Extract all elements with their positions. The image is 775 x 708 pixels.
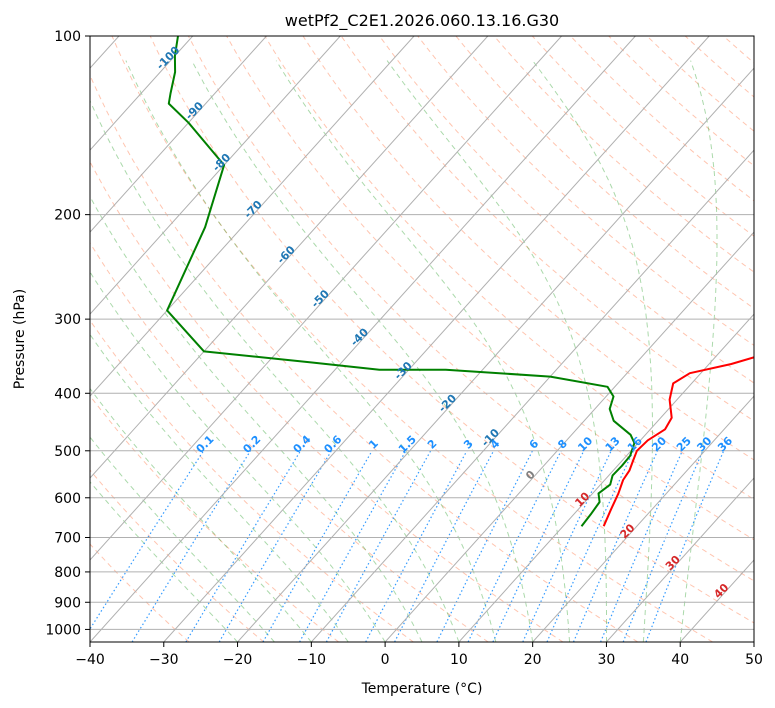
mixing-ratio-line	[365, 450, 468, 642]
moist-adiabat	[90, 387, 312, 642]
dry-adiabat	[90, 319, 414, 642]
isotherm-line	[237, 67, 754, 642]
mixing-ratio-line	[522, 450, 612, 642]
mixing-ratio-line	[299, 450, 407, 642]
dewpoint-line	[166, 36, 636, 527]
dry-adiabat	[187, 36, 754, 582]
grid-lines	[90, 36, 754, 642]
y-tick-label: 1000	[45, 622, 81, 638]
x-tick-label: 30	[598, 652, 616, 668]
mixing-ratio-line	[262, 450, 373, 642]
dry-adiabat	[264, 36, 754, 501]
dry-adiabat	[90, 395, 339, 642]
moist-adiabat	[90, 481, 238, 642]
x-tick-label: −30	[149, 652, 179, 668]
isotherm-line	[532, 395, 754, 642]
dry-adiabat	[90, 74, 639, 642]
dry-adiabat	[493, 36, 754, 273]
mixing-ratio-line	[325, 450, 432, 642]
mixing-ratio-line	[185, 450, 302, 642]
isotherm-line	[90, 36, 267, 233]
dry-adiabat	[90, 241, 489, 642]
mixing-ratio-line	[467, 450, 562, 642]
moist-adiabat	[532, 60, 653, 642]
chart-title: wetPf2_C2E1.2026.060.13.16.G30	[285, 11, 559, 31]
isotherm-line	[384, 231, 754, 642]
dry-adiabat	[111, 36, 713, 642]
dry-adiabat	[417, 36, 754, 346]
dry-adiabat	[149, 36, 754, 624]
isotherm-line	[90, 36, 415, 397]
mixing-ratio-line	[131, 450, 252, 642]
dry-adiabat	[531, 36, 754, 237]
dry-adiabat	[226, 36, 754, 541]
dry-adiabat	[455, 36, 754, 310]
isotherm-line	[90, 36, 341, 315]
moist-adiabat	[386, 60, 607, 642]
x-tick-label: 40	[671, 652, 689, 668]
isotherm-line	[310, 149, 754, 642]
plot-frame	[89, 35, 755, 643]
y-tick-label: 100	[54, 29, 81, 45]
y-tick-label: 200	[54, 208, 81, 224]
mixing-ratio-line	[572, 450, 659, 642]
x-tick-label: −40	[75, 652, 105, 668]
axes: −40 −30 −20 −10 0 10 20 30 40 50 100 200 300 400 500 60…	[45, 29, 763, 668]
dry-adiabat	[379, 36, 754, 384]
isotherm-line	[90, 36, 489, 479]
x-tick-label: −10	[297, 652, 327, 668]
moist-adiabat	[679, 60, 718, 642]
mixing-ratio-line	[492, 450, 585, 642]
background-lines	[90, 36, 754, 642]
isotherm-line	[90, 36, 194, 151]
isotherm-line	[606, 477, 754, 642]
moist-adiabat	[90, 436, 275, 642]
x-axis-label: Temperature (°C)	[361, 681, 483, 697]
dry-adiabat	[90, 160, 564, 642]
moist-adiabat	[90, 99, 460, 642]
moist-adiabat	[90, 270, 386, 642]
y-tick-label: 900	[54, 595, 81, 611]
mixing-ratio-line	[218, 450, 332, 642]
x-tick-label: 10	[450, 652, 468, 668]
y-tick-label: 800	[54, 565, 81, 581]
y-tick-label: 600	[54, 491, 81, 507]
moist-adiabat	[90, 195, 423, 642]
x-tick-label: 50	[745, 652, 763, 668]
mixing-ratio-line	[622, 450, 704, 642]
y-tick-label: 300	[54, 312, 81, 328]
y-tick-label: 500	[54, 444, 81, 460]
y-tick-label: 400	[54, 386, 81, 402]
isotherm-line	[90, 36, 636, 642]
mixing-ratio-line	[546, 450, 634, 642]
dry-adiabat	[340, 36, 754, 422]
y-tick-label: 700	[54, 531, 81, 547]
x-tick-label: 0	[381, 652, 390, 668]
mixing-ratio-line	[600, 450, 683, 642]
x-tick-label: 20	[524, 652, 542, 668]
temperature-line	[602, 356, 754, 527]
moist-adiabat	[125, 60, 497, 642]
mixing-ratio-line	[90, 450, 205, 631]
moist-adiabat	[90, 333, 349, 642]
y-axis-label: Pressure (hPa)	[12, 289, 28, 389]
x-tick-label: −20	[223, 652, 253, 668]
isotherm-line	[458, 313, 754, 642]
isotherm-line	[90, 36, 562, 561]
series-lines	[166, 36, 754, 527]
isotherm-line	[163, 36, 710, 642]
moist-adiabat	[275, 60, 571, 642]
